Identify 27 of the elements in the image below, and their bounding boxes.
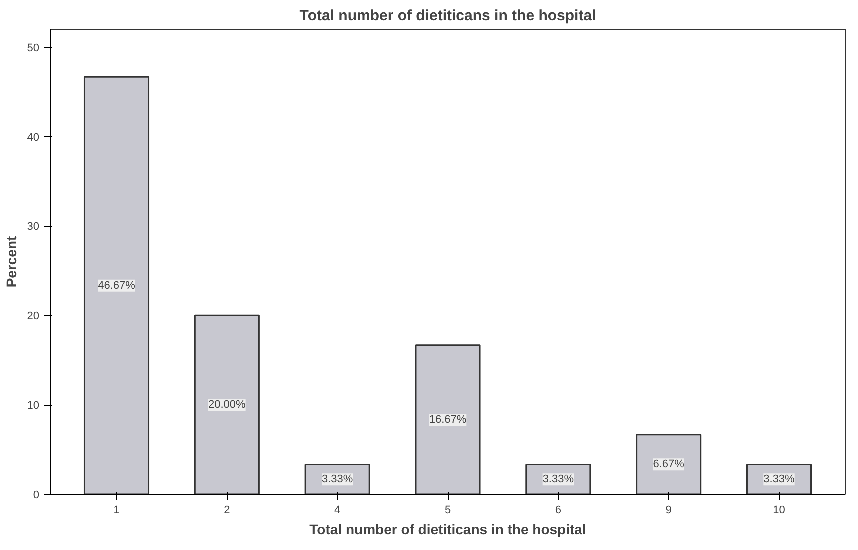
chart-title: Total number of dietiticans in the hospital: [300, 8, 596, 24]
x-tick-label: 10: [773, 504, 786, 516]
y-tick-label: 10: [27, 400, 40, 412]
data-label: 20.00%: [208, 399, 246, 412]
y-axis-title: Percent: [3, 236, 20, 288]
x-tick-label: 4: [334, 504, 341, 516]
x-tick-label: 6: [555, 504, 562, 516]
bar: [415, 344, 481, 494]
bar: [84, 76, 150, 494]
x-tick-label: 9: [666, 504, 672, 516]
bar: [194, 314, 260, 494]
x-tick-label: 5: [444, 504, 452, 516]
y-tick-label: 0: [33, 490, 40, 502]
data-label: 46.67%: [98, 280, 136, 292]
x-tick-label: 1: [114, 504, 120, 516]
data-label: 16.67%: [429, 414, 467, 426]
y-tick-label: 30: [27, 221, 40, 234]
y-tick-label: 40: [27, 132, 40, 144]
x-tick-label: 2: [224, 504, 230, 516]
x-axis-title: Total number of dietiticans in the hospital: [310, 522, 586, 538]
data-label: 3.33%: [322, 474, 354, 486]
bar: [636, 434, 702, 494]
data-label: 6.67%: [653, 458, 685, 471]
data-label: 3.33%: [542, 474, 574, 486]
y-tick-label: 50: [27, 42, 40, 54]
data-label: 3.33%: [764, 474, 796, 486]
y-tick-label: 20: [27, 310, 40, 323]
